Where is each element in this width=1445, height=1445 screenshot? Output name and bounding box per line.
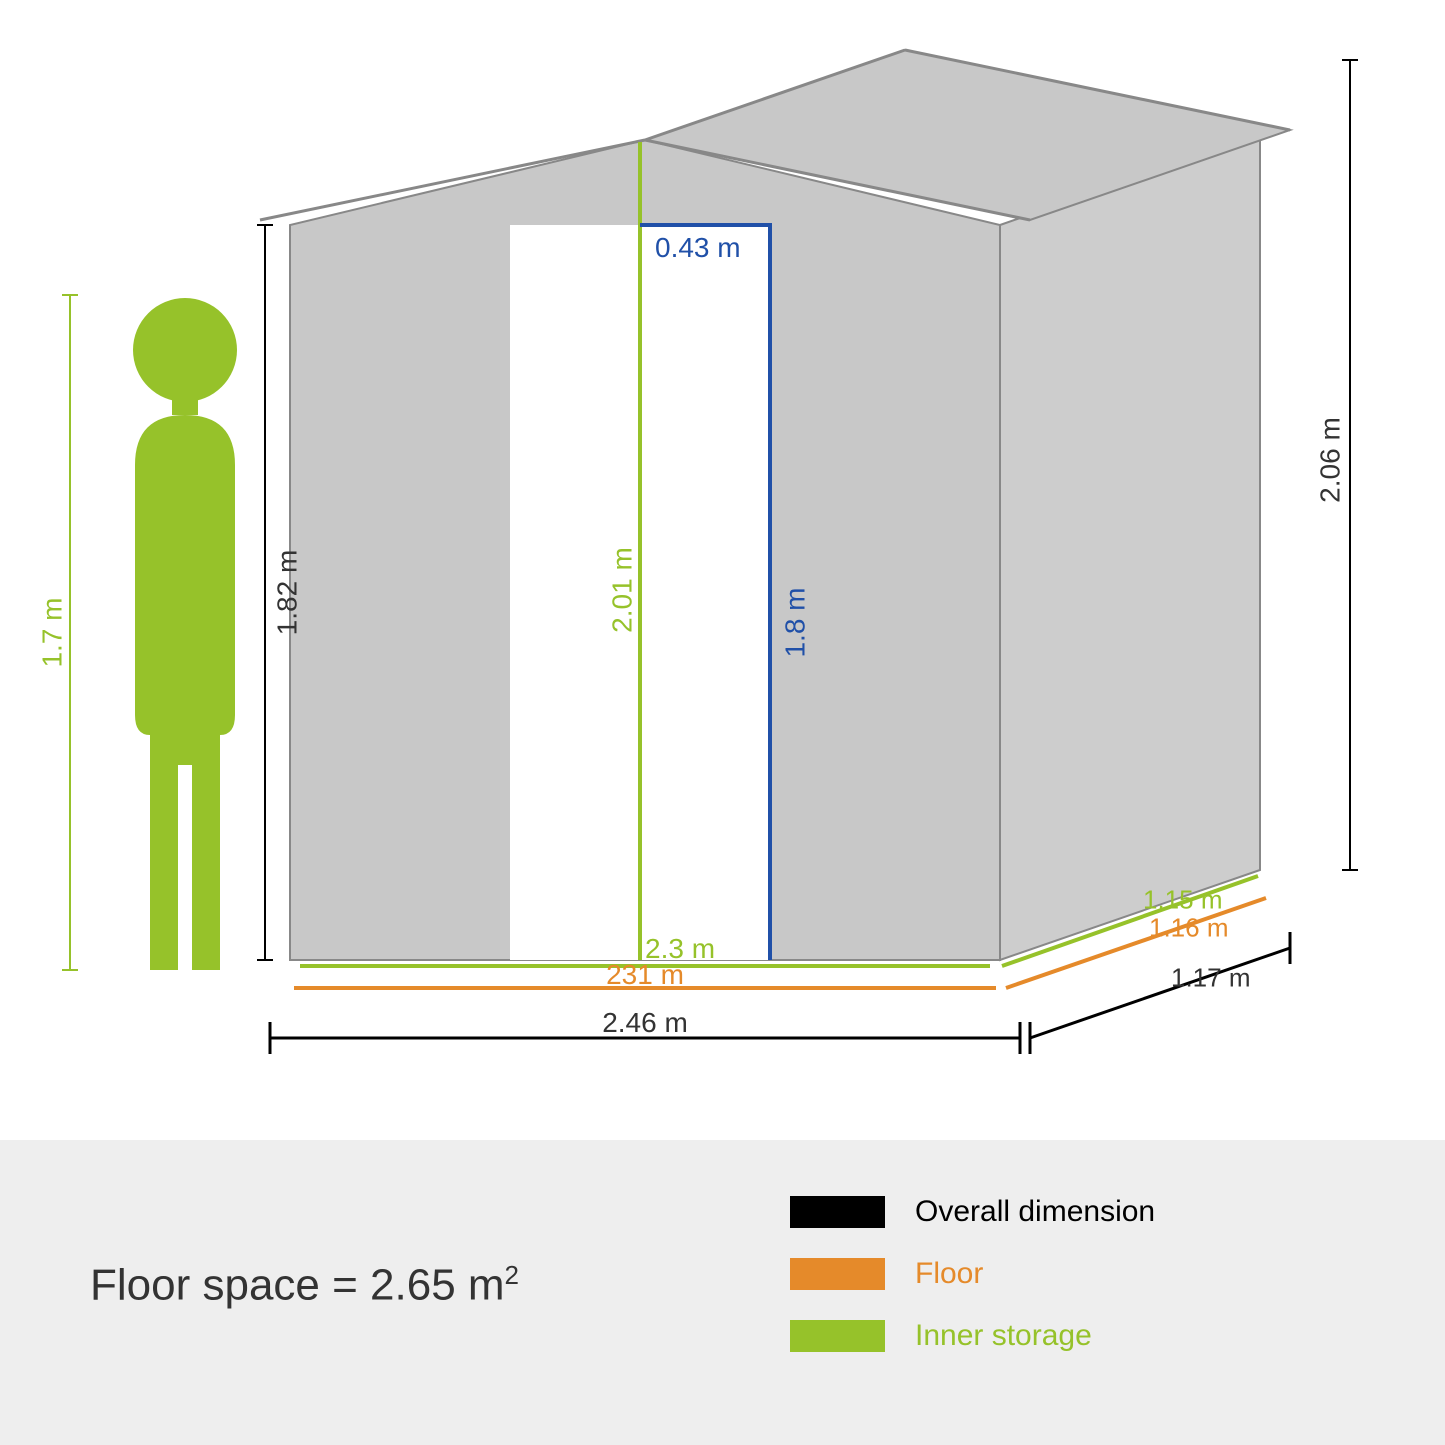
svg-text:0.43 m: 0.43 m <box>655 232 741 263</box>
legend-floor-label: Floor <box>915 1257 983 1291</box>
svg-text:2.06 m: 2.06 m <box>1315 417 1346 503</box>
swatch-floor <box>790 1258 885 1290</box>
legend-inner: Inner storage <box>790 1319 1155 1353</box>
floor-space-label: Floor space = 2.65 m2 <box>90 1260 519 1311</box>
svg-text:1.7 m: 1.7 m <box>37 597 68 667</box>
svg-text:231 m: 231 m <box>606 959 684 990</box>
svg-text:1.17 m: 1.17 m <box>1171 963 1251 993</box>
legend: Overall dimension Floor Inner storage <box>790 1195 1155 1381</box>
legend-floor: Floor <box>790 1257 1155 1291</box>
swatch-inner <box>790 1320 885 1352</box>
svg-text:1.16 m: 1.16 m <box>1149 913 1229 943</box>
svg-text:1.82 m: 1.82 m <box>272 550 303 636</box>
legend-overall: Overall dimension <box>790 1195 1155 1229</box>
svg-text:2.01 m: 2.01 m <box>607 547 638 633</box>
legend-inner-label: Inner storage <box>915 1319 1092 1353</box>
legend-overall-label: Overall dimension <box>915 1195 1155 1229</box>
swatch-overall <box>790 1196 885 1228</box>
svg-text:2.46 m: 2.46 m <box>602 1007 688 1038</box>
svg-text:1.8 m: 1.8 m <box>780 587 811 657</box>
svg-text:1.15 m: 1.15 m <box>1143 885 1223 915</box>
